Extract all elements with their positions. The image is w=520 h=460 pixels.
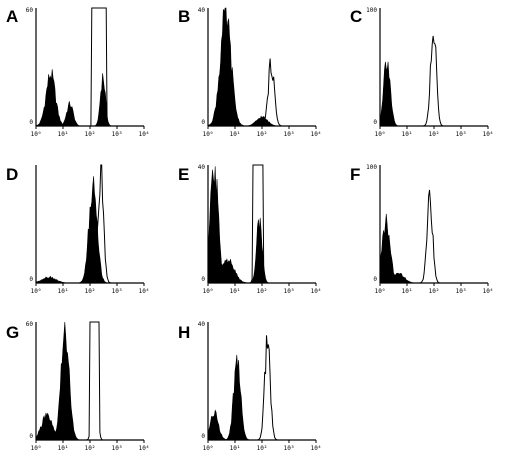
panel-e-y-tick-label: 40 <box>198 164 206 171</box>
panel-e-y-tick-label: 0 <box>201 276 205 283</box>
panel-d: D 10⁰ 10¹ 10² 10³ 10⁴ 0 <box>6 164 150 295</box>
panel-g-y-tick-label: 0 <box>29 433 33 440</box>
panel-b-x-tick-label: 10¹ <box>230 131 241 138</box>
panel-d-label: D <box>6 165 18 184</box>
panel-d-x-tick-label: 10⁰ <box>31 288 42 295</box>
panel-b-x-tick-label: 10⁴ <box>311 131 322 138</box>
panel-h-label: H <box>178 323 190 342</box>
panel-a: A 10⁰ 10¹ 10² 10³ 10⁴ 0 60 <box>6 7 149 138</box>
panel-c-x-tick-label: 10² <box>429 131 440 138</box>
panel-h-x-tick-label: 10⁰ <box>203 445 214 452</box>
panel-e: E 10⁰ 10¹ 10² 10³ 10⁴ 0 40 <box>178 164 321 295</box>
panel-f-x-tick-label: 10² <box>429 288 440 295</box>
panel-g: G 10⁰ 10¹ 10² 10³ 10⁴ 0 60 <box>6 321 149 452</box>
panel-f-y-tick-label: 0 <box>373 276 377 283</box>
panel-a-y-tick-label: 0 <box>29 119 33 126</box>
panel-e-x-tick-label: 10⁰ <box>203 288 214 295</box>
panel-e-x-tick-label: 10¹ <box>230 288 241 295</box>
panel-d-x-tick-label: 10³ <box>112 288 123 295</box>
panel-b-filled-histogram <box>207 7 316 127</box>
panel-d-x-tick-label: 10¹ <box>58 288 69 295</box>
panel-h-x-tick-label: 10² <box>257 445 268 452</box>
panel-h-y-tick-label: 0 <box>201 433 205 440</box>
panel-c-x-tick-label: 10³ <box>456 131 467 138</box>
panel-c-x-tick-label: 10⁴ <box>483 131 494 138</box>
panel-g-x-tick-label: 10⁴ <box>139 445 150 452</box>
panel-c-open-histogram <box>380 35 488 127</box>
panel-a-x-tick-label: 10¹ <box>58 131 69 138</box>
panel-b-y-tick-label: 40 <box>198 7 206 14</box>
panel-f-x-tick-label: 10¹ <box>402 288 413 295</box>
panel-f-x-tick-label: 10³ <box>456 288 467 295</box>
panel-f-x-tick-label: 10⁰ <box>375 288 386 295</box>
panel-e-filled-histogram <box>207 166 316 284</box>
panel-g-open-histogram <box>36 321 144 441</box>
panel-g-x-tick-label: 10² <box>85 445 96 452</box>
panel-f-y-tick-label: 100 <box>366 164 377 171</box>
panel-c-y-tick-label: 100 <box>366 7 377 14</box>
panel-f-x-tick-label: 10⁴ <box>483 288 494 295</box>
panel-a-filled-histogram <box>35 69 144 127</box>
panel-c-y-tick-label: 0 <box>373 119 377 126</box>
panel-a-x-tick-label: 10³ <box>112 131 123 138</box>
panel-g-label: G <box>6 323 19 342</box>
panel-d-y-tick-label: 0 <box>29 276 33 283</box>
panel-a-y-tick-label: 60 <box>26 7 34 14</box>
panel-c-filled-histogram <box>379 61 488 127</box>
panel-f-label: F <box>350 165 360 184</box>
panel-d-x-tick-label: 10² <box>85 288 96 295</box>
panel-h-x-tick-label: 10⁴ <box>311 445 322 452</box>
panel-a-x-tick-label: 10⁴ <box>139 131 150 138</box>
panel-c-label: C <box>350 7 362 26</box>
panel-b: B 10⁰ 10¹ 10² 10³ 10⁴ 0 40 <box>178 7 321 138</box>
panel-h: H 10⁰ 10¹ 10² 10³ 10⁴ 0 40 <box>178 321 321 452</box>
panel-a-x-tick-label: 10⁰ <box>31 131 42 138</box>
panel-b-x-tick-label: 10² <box>257 131 268 138</box>
panel-e-x-tick-label: 10⁴ <box>311 288 322 295</box>
panel-b-x-tick-label: 10³ <box>284 131 295 138</box>
panel-g-x-tick-label: 10¹ <box>58 445 69 452</box>
panel-a-x-tick-label: 10² <box>85 131 96 138</box>
panel-h-x-tick-label: 10³ <box>284 445 295 452</box>
panel-f: F 10⁰ 10¹ 10² 10³ 10⁴ 0 100 <box>350 164 493 295</box>
panel-c-x-tick-label: 10¹ <box>402 131 413 138</box>
panel-e-label: E <box>178 165 189 184</box>
panel-d-filled-histogram <box>35 176 144 284</box>
panel-b-x-tick-label: 10⁰ <box>203 131 214 138</box>
panel-e-x-tick-label: 10² <box>257 288 268 295</box>
panel-h-open-histogram <box>208 335 316 441</box>
panel-b-y-tick-label: 0 <box>201 119 205 126</box>
panel-d-x-tick-label: 10⁴ <box>139 288 150 295</box>
panel-a-label: A <box>6 7 18 26</box>
panel-g-y-tick-label: 60 <box>26 321 34 328</box>
panel-g-x-tick-label: 10⁰ <box>31 445 42 452</box>
panel-f-open-histogram <box>380 189 488 284</box>
panel-g-x-tick-label: 10³ <box>112 445 123 452</box>
panel-h-y-tick-label: 40 <box>198 321 206 328</box>
panel-h-x-tick-label: 10¹ <box>230 445 241 452</box>
panel-c-x-tick-label: 10⁰ <box>375 131 386 138</box>
panel-c: C 10⁰ 10¹ 10² 10³ 10⁴ 0 100 <box>350 7 493 138</box>
panel-e-x-tick-label: 10³ <box>284 288 295 295</box>
panel-b-label: B <box>178 7 190 26</box>
